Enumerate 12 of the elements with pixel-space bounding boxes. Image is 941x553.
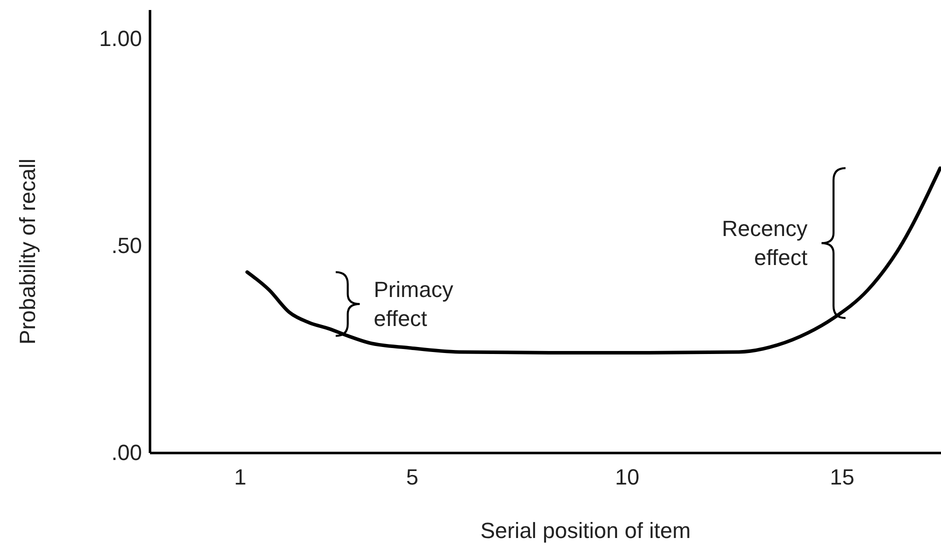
x-axis-title: Serial position of item	[480, 518, 691, 543]
line-series	[245, 166, 941, 355]
y-tick-label: 1.00	[99, 26, 142, 52]
annotation: Primacy effect	[374, 276, 454, 331]
y-tick-label: .50	[111, 233, 142, 258]
y-tick-label: .00	[111, 440, 142, 466]
x-tick-label: 15	[830, 464, 854, 490]
y-axis-title: Probability of recall	[15, 158, 40, 344]
annotation: Recency effect	[722, 216, 808, 270]
x-tick-label: 5	[406, 464, 418, 490]
x-tick-label: 10	[614, 464, 640, 490]
x-tick-label: 1	[234, 464, 246, 490]
